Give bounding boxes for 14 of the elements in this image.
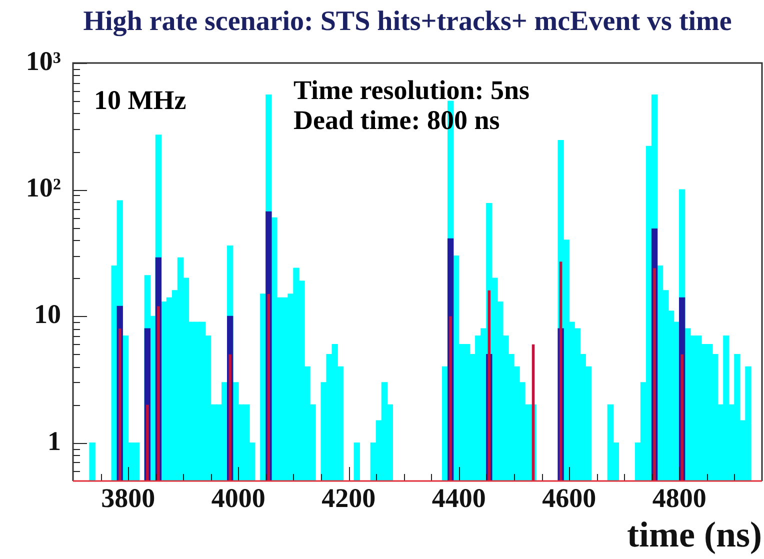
- x-tick-label: 4000: [211, 483, 266, 514]
- x-tick-label: 4200: [322, 483, 376, 514]
- x-tick-label: 4800: [652, 483, 706, 514]
- x-tick-label: 4400: [432, 483, 486, 514]
- y-tick-label: 10³: [26, 46, 61, 76]
- y-tick-label: 1: [48, 426, 61, 456]
- annotation: Time resolution: 5ns: [293, 74, 530, 105]
- chart-title: High rate scenario: STS hits+tracks+ mcEvent vs time: [83, 6, 732, 37]
- annotation: 10 MHz: [94, 84, 186, 115]
- x-tick-label: 4600: [542, 483, 596, 514]
- x-tick-label: 3800: [101, 483, 156, 514]
- y-tick-label: 10: [34, 299, 61, 330]
- y-tick-label: 10²: [26, 172, 61, 203]
- x-axis-title: time (ns): [627, 514, 762, 555]
